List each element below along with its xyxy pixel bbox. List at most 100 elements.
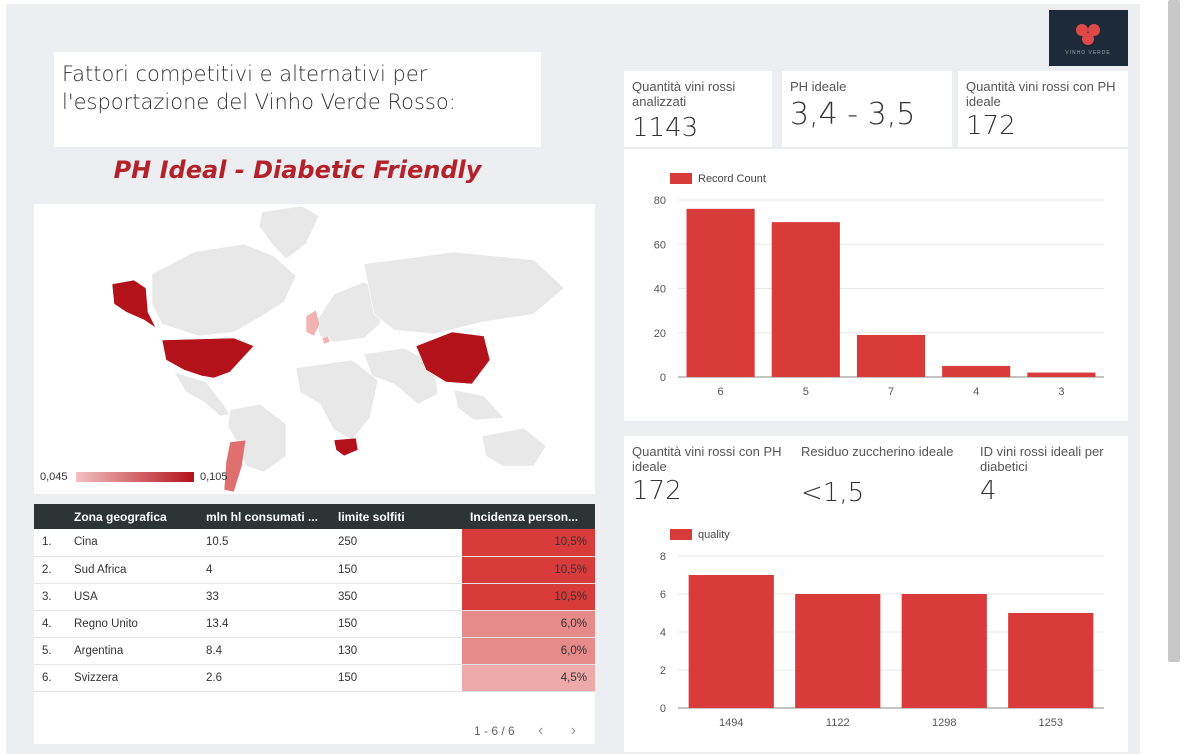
table-row[interactable]: 3. USA 33 350 10,5% xyxy=(34,583,595,611)
map-south-africa xyxy=(333,437,359,457)
y-tick-label: 2 xyxy=(660,665,666,677)
map-legend-min: 0,045 xyxy=(40,471,68,483)
y-tick-label: 20 xyxy=(654,328,666,340)
pagination-label: 1 - 6 / 6 xyxy=(474,724,515,738)
map-china xyxy=(415,331,491,385)
bar[interactable] xyxy=(1027,372,1096,377)
page-subtitle: PH Ideal - Diabetic Friendly xyxy=(113,156,482,184)
bar[interactable] xyxy=(901,594,987,708)
table-header-row: Zona geografica mln hl consumati ... lim… xyxy=(34,504,595,529)
table-row[interactable]: 6. Svizzera 2.6 150 4,5% xyxy=(34,664,595,692)
scorecard-label: Quantità vini rossi con PH ideale xyxy=(966,79,1116,109)
map-middle-east xyxy=(363,347,439,405)
prev-page-icon[interactable]: ‹ xyxy=(538,722,544,739)
chart-quality-card: quality 0 2 4 6 8 1494 1122 1298 1253 xyxy=(624,516,1128,752)
x-tick-label: 1253 xyxy=(1039,717,1063,729)
col-solfiti[interactable]: limite solfiti xyxy=(330,504,462,529)
cell-solfiti: 350 xyxy=(330,583,462,611)
title-box: Fattori competitivi e alternativi per l'… xyxy=(54,52,541,147)
scorecard-label: ID vini rossi ideali per diabetici xyxy=(980,444,1104,474)
bar[interactable] xyxy=(688,575,774,708)
chart-ph: Record Count 0 20 40 60 80 6 5 7 4 3 xyxy=(654,173,1104,398)
cell-zona: Sud Africa xyxy=(66,556,198,584)
table-row[interactable]: 2. Sud Africa 4 150 10,5% xyxy=(34,556,595,584)
col-incidenza[interactable]: Incidenza person... xyxy=(462,504,595,529)
col-zona[interactable]: Zona geografica xyxy=(66,504,198,529)
cell-incidenza: 10,5% xyxy=(462,556,595,584)
scorecard-vini-analizzati: Quantità vini rossi analizzati 1143 xyxy=(624,71,772,147)
y-tick-label: 8 xyxy=(660,551,666,563)
bar[interactable] xyxy=(771,222,840,377)
scorecard-value: 3,4 - 3,5 xyxy=(790,97,916,132)
scorecard-vini-ph-2: Quantità vini rossi con PH ideale 172 xyxy=(624,436,784,518)
legend-swatch xyxy=(670,529,692,540)
bar[interactable] xyxy=(795,594,881,708)
scorecard-label: Residuo zuccherino ideale xyxy=(801,444,954,459)
table-row[interactable]: 5. Argentina 8.4 130 6,0% xyxy=(34,637,595,665)
pagination: 1 - 6 / 6 ‹ › xyxy=(474,722,576,740)
scorecard-value: 172 xyxy=(966,111,1016,141)
cell-mln: 2.6 xyxy=(198,664,330,692)
map-se-asia xyxy=(453,389,505,421)
map-greenland xyxy=(258,205,320,260)
y-tick-label: 40 xyxy=(654,284,666,296)
map-legend-bar xyxy=(76,472,194,482)
col-mln[interactable]: mln hl consumati ... xyxy=(198,504,330,529)
x-tick-label: 6 xyxy=(718,386,724,398)
map-uk xyxy=(305,309,321,337)
row-index: 1. xyxy=(34,529,66,557)
chart-ph-card: Record Count 0 20 40 60 80 6 5 7 4 3 xyxy=(624,149,1128,421)
map-switzerland xyxy=(321,335,331,345)
x-tick-label: 5 xyxy=(803,386,809,398)
cell-solfiti: 150 xyxy=(330,664,462,692)
cell-zona: Cina xyxy=(66,529,198,557)
chart-quality: quality 0 2 4 6 8 1494 1122 1298 1253 xyxy=(660,529,1104,729)
svg-text:VINHO VERDE: VINHO VERDE xyxy=(1065,50,1110,56)
scorecard-row-bottom: Quantità vini rossi con PH ideale 172 Re… xyxy=(624,436,1128,518)
bar[interactable] xyxy=(856,334,926,377)
scorecard-value: 4 xyxy=(980,476,997,506)
next-page-icon[interactable]: › xyxy=(570,722,577,739)
cell-zona: Svizzera xyxy=(66,664,198,692)
scorecard-label: Quantità vini rossi analizzati xyxy=(632,79,736,109)
map-australia xyxy=(481,427,547,467)
scorecard-residuo: Residuo zuccherino ideale <1,5 xyxy=(793,436,963,518)
scorecard-label: PH ideale xyxy=(790,79,847,94)
scorecard-value: 1143 xyxy=(632,113,699,143)
cell-solfiti: 130 xyxy=(330,637,462,665)
cell-mln: 10.5 xyxy=(198,529,330,557)
cell-mln: 8.4 xyxy=(198,637,330,665)
scorecard-vini-ph: Quantità vini rossi con PH ideale 172 xyxy=(958,71,1128,147)
cell-mln: 4 xyxy=(198,556,330,584)
cell-zona: Regno Unito xyxy=(66,610,198,638)
bar[interactable] xyxy=(1008,613,1094,708)
x-tick-label: 1494 xyxy=(719,717,743,729)
map-argentina xyxy=(223,439,247,493)
y-tick-label: 4 xyxy=(660,627,666,639)
scorecard-label: Quantità vini rossi con PH ideale xyxy=(632,444,782,474)
x-tick-label: 7 xyxy=(888,386,894,398)
report-canvas: Fattori competitivi e alternativi per l'… xyxy=(6,4,1140,754)
map-usa xyxy=(161,337,255,379)
y-tick-label: 6 xyxy=(660,589,666,601)
geo-map[interactable]: 0,045 0,105 xyxy=(34,204,595,494)
cell-solfiti: 150 xyxy=(330,610,462,638)
map-mexico xyxy=(173,371,231,417)
geo-table: Zona geografica mln hl consumati ... lim… xyxy=(34,504,595,744)
cell-incidenza: 10,5% xyxy=(462,583,595,611)
cell-mln: 13.4 xyxy=(198,610,330,638)
scrollbar[interactable] xyxy=(1168,0,1180,662)
y-tick-label: 80 xyxy=(654,195,666,207)
x-tick-label: 1298 xyxy=(932,717,956,729)
legend-label: quality xyxy=(698,529,730,541)
col-index xyxy=(34,504,66,529)
table-row[interactable]: 4. Regno Unito 13.4 150 6,0% xyxy=(34,610,595,638)
world-map: 0,045 0,105 xyxy=(40,205,565,493)
map-russia xyxy=(363,251,565,335)
row-index: 2. xyxy=(34,556,66,584)
row-index: 3. xyxy=(34,583,66,611)
cell-solfiti: 150 xyxy=(330,556,462,584)
bar[interactable] xyxy=(686,208,755,377)
bar[interactable] xyxy=(942,365,1011,377)
table-row[interactable]: 1. Cina 10.5 250 10,5% xyxy=(34,529,595,557)
